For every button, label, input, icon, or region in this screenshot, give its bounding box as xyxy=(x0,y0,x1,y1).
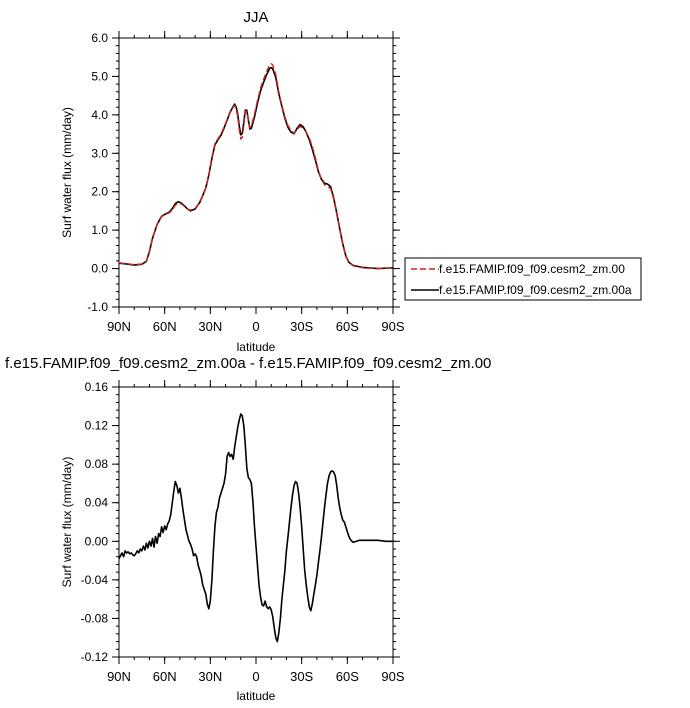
y-tick-label: -0.08 xyxy=(81,611,109,625)
legend-label: f.e15.FAMIP.f09_f09.cesm2_zm.00a xyxy=(439,283,632,297)
x-tick-label: 60S xyxy=(336,319,359,334)
y-tick-label: 3.0 xyxy=(91,146,108,160)
x-tick-label: 60N xyxy=(153,319,177,334)
y-tick-label: 0.04 xyxy=(85,496,109,510)
x-tick-label: 90N xyxy=(107,319,131,334)
y-tick-label: -0.04 xyxy=(81,573,109,587)
y-tick-label: 6.0 xyxy=(91,31,108,45)
chart-title: JJA xyxy=(243,9,268,26)
x-tick-label: 30S xyxy=(290,319,313,334)
series-line-1 xyxy=(118,63,394,270)
x-tick-label: 0 xyxy=(252,669,259,684)
y-tick-label: 0.0 xyxy=(91,262,108,276)
x-tick-label: 60N xyxy=(153,669,177,684)
x-tick-label: 30N xyxy=(198,669,222,684)
plot-frame xyxy=(118,37,394,308)
x-tick-label: 90S xyxy=(381,319,404,334)
x-tick-label: 30N xyxy=(198,319,222,334)
plot-frame xyxy=(118,386,394,658)
y-tick-label: 1.0 xyxy=(91,223,108,237)
x-tick-label: 90N xyxy=(107,669,131,684)
y-tick-label: 5.0 xyxy=(91,69,108,83)
x-axis-label: latitude xyxy=(237,340,276,354)
legend-label: f.e15.FAMIP.f09_f09.cesm2_zm.00 xyxy=(439,262,625,276)
x-tick-label: 90S xyxy=(381,669,404,684)
y-axis-label: Surf water flux (mm/day) xyxy=(60,107,74,238)
y-tick-label: 4.0 xyxy=(91,108,108,122)
chart-panel-1 xyxy=(112,31,642,314)
legend-box xyxy=(404,257,642,301)
x-tick-label: 30S xyxy=(290,669,313,684)
y-tick-label: 0.12 xyxy=(85,419,109,433)
series-line-2 xyxy=(118,66,394,270)
y-tick-label: 2.0 xyxy=(91,185,108,199)
y-tick-label: 0.08 xyxy=(85,457,109,471)
x-tick-label: 60S xyxy=(336,669,359,684)
x-tick-label: 0 xyxy=(252,319,259,334)
chart-panel-2 xyxy=(112,380,400,664)
x-axis-label: latitude xyxy=(237,689,276,703)
y-tick-label: -0.12 xyxy=(81,650,109,664)
chart-title: f.e15.FAMIP.f09_f09.cesm2_zm.00a - f.e15… xyxy=(5,355,491,372)
y-tick-label: -1.0 xyxy=(87,300,108,314)
series-line-1 xyxy=(118,413,393,643)
y-tick-label: 0.00 xyxy=(85,534,109,548)
y-axis-label: Surf water flux (mm/day) xyxy=(60,457,74,588)
y-tick-label: 0.16 xyxy=(85,380,109,394)
